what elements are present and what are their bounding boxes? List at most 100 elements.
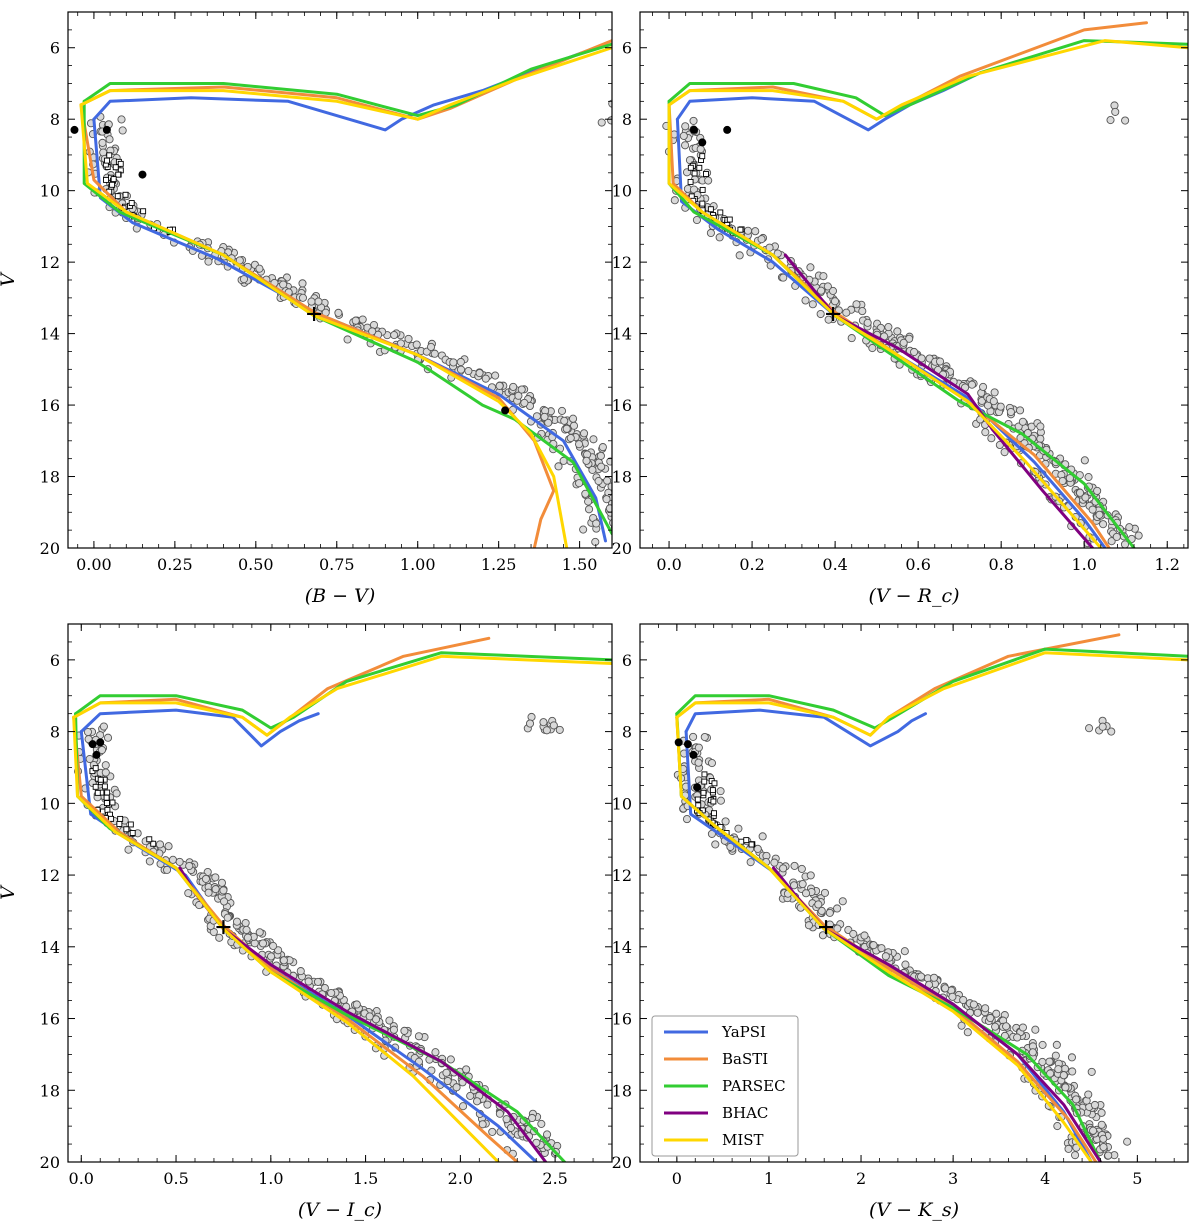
- star-point: [220, 897, 229, 906]
- star-point: [618, 493, 625, 500]
- plus-marker: [307, 306, 322, 321]
- star-point: [1107, 727, 1116, 736]
- star-point: [543, 1130, 552, 1139]
- plot-area: [673, 633, 1188, 1162]
- x-tick-label: 2.0: [448, 1169, 473, 1188]
- star-point: [427, 342, 436, 351]
- star-point: [509, 382, 518, 391]
- star-point: [704, 176, 713, 185]
- x-tick-label: 0.8: [988, 555, 1013, 574]
- x-tick-label: 0: [672, 1169, 682, 1188]
- star-point: [963, 1028, 972, 1037]
- star-point: [734, 824, 743, 833]
- y-tick-label: 14: [40, 938, 60, 957]
- x-tick-label: 1.5: [353, 1169, 378, 1188]
- star-point: [584, 497, 593, 506]
- star-point: [594, 477, 603, 486]
- star-point: [117, 115, 126, 124]
- star-point: [204, 888, 213, 897]
- square-point: [112, 164, 119, 171]
- star-point: [858, 307, 867, 316]
- star-point: [596, 451, 605, 460]
- square-point: [701, 771, 708, 778]
- star-point: [118, 126, 127, 135]
- x-tick-label: 1.00: [400, 555, 436, 574]
- square-point: [700, 789, 707, 796]
- star-point: [1088, 505, 1097, 514]
- star-point: [579, 525, 588, 534]
- star-point: [537, 1119, 546, 1128]
- y-tick-label: 16: [40, 396, 60, 415]
- y-tick-label: 6: [622, 651, 632, 670]
- star-point: [204, 257, 213, 266]
- isochrone-bhac: [783, 253, 1094, 548]
- isochrone-mist: [79, 103, 569, 548]
- star-point: [1111, 107, 1120, 116]
- star-point: [258, 939, 268, 948]
- y-tick-label: 12: [612, 866, 632, 885]
- star-point: [1121, 116, 1130, 125]
- star-point: [1002, 1022, 1011, 1031]
- star-point: [833, 904, 842, 913]
- star-point: [1095, 510, 1104, 519]
- isochrone-mist: [72, 654, 612, 737]
- square-point: [115, 171, 122, 178]
- legend-box: [651, 1015, 799, 1157]
- square-point: [116, 820, 123, 827]
- star-point: [617, 527, 624, 534]
- star-point: [168, 855, 178, 864]
- square-point: [146, 836, 153, 843]
- star-point: [279, 280, 288, 289]
- x-tick-label: 0.00: [76, 555, 112, 574]
- star-point: [625, 518, 632, 525]
- star-point: [1099, 520, 1108, 529]
- y-tick-label: 12: [40, 253, 60, 272]
- star-point: [670, 196, 679, 205]
- star-point: [488, 1127, 497, 1136]
- x-tick-label: 0.2: [739, 555, 764, 574]
- square-point: [104, 806, 111, 813]
- star-point: [184, 889, 193, 898]
- cluster-stars: [73, 712, 564, 1158]
- star-point: [1038, 1040, 1047, 1049]
- square-point: [699, 186, 706, 193]
- star-point: [620, 528, 627, 535]
- star-point: [757, 235, 766, 244]
- star-point: [449, 358, 458, 367]
- star-point: [351, 316, 360, 325]
- star-point: [681, 122, 690, 131]
- star-point: [1075, 488, 1085, 497]
- star-point: [608, 99, 612, 108]
- x-tick-label: 1: [764, 1169, 774, 1188]
- star-point: [627, 502, 634, 509]
- square-point: [101, 783, 108, 790]
- star-point: [801, 889, 811, 898]
- star-point: [1028, 1048, 1037, 1057]
- star-point: [456, 357, 465, 367]
- star-point: [1058, 476, 1067, 486]
- square-point: [123, 826, 130, 833]
- star-point: [279, 956, 288, 965]
- y-tick-label: 14: [612, 938, 632, 957]
- star-point: [689, 116, 698, 125]
- square-point: [726, 216, 733, 223]
- square-point: [699, 153, 706, 160]
- star-point: [981, 1004, 990, 1013]
- star-point: [990, 388, 999, 397]
- star-point: [544, 418, 553, 427]
- star-point: [298, 293, 307, 302]
- star-point: [582, 456, 591, 465]
- star-point: [979, 382, 988, 391]
- star-point: [412, 340, 421, 349]
- isochrone-yapsi: [675, 71, 982, 132]
- star-point: [1097, 1108, 1106, 1117]
- star-point: [1089, 1126, 1098, 1135]
- star-point: [462, 1065, 471, 1074]
- star-point: [1051, 1051, 1060, 1060]
- star-point: [838, 897, 847, 906]
- star-point: [959, 995, 968, 1005]
- square-point: [109, 181, 116, 188]
- star-point: [627, 524, 634, 531]
- square-point: [117, 160, 124, 167]
